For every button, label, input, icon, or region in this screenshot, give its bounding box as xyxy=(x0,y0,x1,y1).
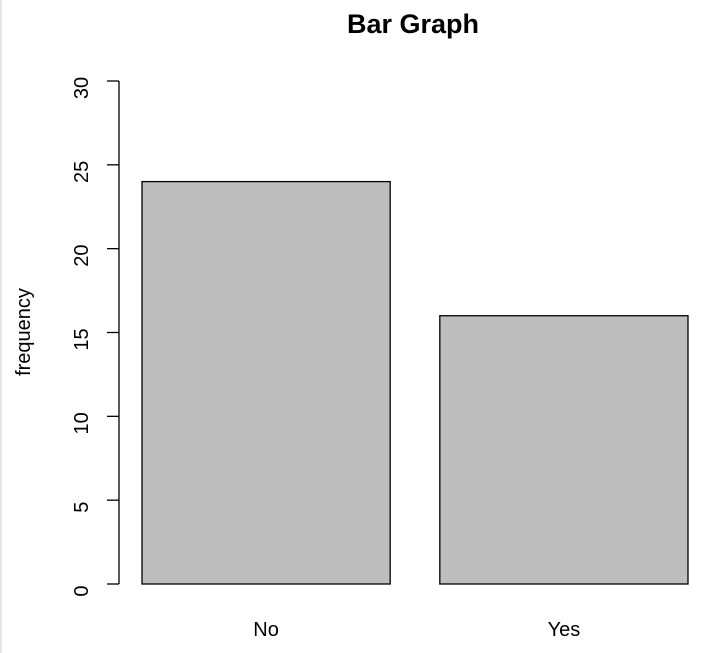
chart-title: Bar Graph xyxy=(347,9,479,39)
x-tick-label: Yes xyxy=(548,619,581,641)
y-tick-label: 25 xyxy=(71,161,93,183)
y-axis-label: frequency xyxy=(13,288,35,376)
y-tick-label: 5 xyxy=(71,502,93,513)
y-tick-label: 30 xyxy=(71,77,93,99)
y-axis: 0 5 10 15 20 25 30 xyxy=(71,77,120,597)
bars-group xyxy=(141,180,689,585)
y-tick-label: 0 xyxy=(71,585,93,596)
bar-yes xyxy=(439,315,689,585)
y-tick-label: 15 xyxy=(71,328,93,350)
y-tick-label: 20 xyxy=(71,245,93,267)
bar-no xyxy=(141,180,391,585)
x-tick-label: No xyxy=(253,619,279,641)
y-tick-label: 10 xyxy=(71,412,93,434)
x-axis-labels: No Yes xyxy=(253,619,580,641)
